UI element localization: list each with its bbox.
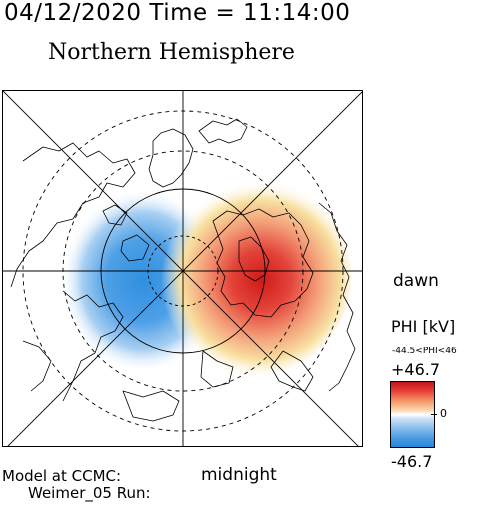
colorbar-zero-tick: [431, 414, 437, 415]
polar-map: [2, 90, 363, 447]
colorbar-title: PHI [kV]: [391, 317, 456, 336]
coastlines: [10, 118, 356, 422]
colorbar-min-label: -46.7: [391, 452, 433, 471]
model-info-line2: Weimer_05 Run:: [28, 484, 151, 502]
timestamp-title: 04/12/2020 Time = 11:14:00: [4, 0, 351, 26]
meridian-lines: [3, 91, 362, 446]
colorbar-range: -44.5<PHI<46: [392, 347, 457, 356]
hemisphere-title: Northern Hemisphere: [48, 40, 295, 65]
colorbar: [390, 381, 435, 448]
dawn-label: dawn: [393, 271, 439, 291]
dawn-potential-cell: [151, 176, 351, 376]
colorbar-zero-label: 0: [440, 407, 447, 420]
colorbar-max-label: +46.7: [391, 360, 441, 379]
midnight-label: midnight: [201, 465, 277, 485]
model-info-line1: Model at CCMC:: [2, 467, 122, 485]
